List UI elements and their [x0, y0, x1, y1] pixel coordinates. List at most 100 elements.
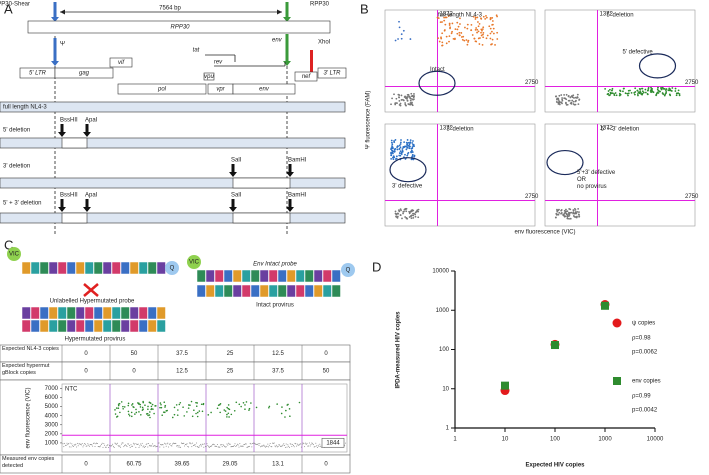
droplet: [179, 401, 182, 404]
callout: [638, 53, 677, 79]
droplet: [399, 104, 402, 107]
droplet: [117, 404, 120, 407]
droplet: [189, 404, 191, 406]
droplet: [482, 26, 485, 29]
droplet: [232, 446, 234, 448]
base: [75, 306, 85, 320]
droplet: [73, 444, 75, 446]
droplet: [129, 446, 131, 448]
droplet: [408, 145, 411, 148]
droplet: [298, 401, 301, 404]
droplet: [283, 443, 285, 445]
droplet: [166, 443, 168, 445]
droplet: [116, 442, 118, 444]
droplet: [402, 99, 405, 102]
base: [250, 284, 260, 298]
droplet: [260, 445, 262, 447]
droplet: [304, 442, 306, 444]
deletion: [61, 137, 88, 149]
droplet: [561, 99, 564, 102]
y-tick-label: 5000: [45, 404, 59, 410]
droplet: [203, 446, 205, 448]
droplet: [127, 404, 130, 407]
droplet: [280, 445, 282, 447]
droplet: [637, 91, 640, 94]
droplet: [145, 444, 147, 446]
droplet: [70, 446, 72, 448]
droplet: [200, 443, 202, 445]
droplet: [458, 31, 461, 34]
droplet: [568, 217, 570, 220]
droplet: [569, 96, 572, 99]
droplet: [563, 94, 566, 96]
droplet: [194, 444, 196, 446]
droplet: [269, 443, 271, 445]
droplet: [472, 15, 475, 18]
droplet: [81, 442, 83, 444]
droplet: [196, 415, 199, 418]
droplet: [615, 94, 618, 97]
droplet: [477, 21, 479, 23]
droplet: [634, 91, 637, 93]
base: [48, 306, 58, 320]
droplet: [83, 444, 85, 446]
droplet: [400, 153, 403, 155]
droplet: [141, 442, 143, 444]
droplet: [576, 96, 579, 99]
gene-box: [317, 67, 347, 79]
droplet: [395, 216, 398, 218]
droplet: [613, 93, 616, 95]
base: [286, 269, 296, 283]
droplet: [411, 146, 414, 148]
droplet: [230, 413, 233, 416]
droplet: [447, 15, 450, 17]
droplet: [300, 443, 302, 445]
droplet: [413, 154, 416, 157]
droplet: [562, 214, 565, 217]
threshold-label: 2750: [685, 194, 699, 200]
droplet: [298, 444, 300, 446]
cell-value: 25: [227, 369, 234, 375]
droplet: [187, 407, 190, 409]
droplet: [565, 103, 568, 106]
gene-label: gag: [79, 71, 90, 77]
droplet: [437, 17, 440, 20]
droplet: [149, 411, 151, 413]
droplet: [285, 443, 287, 445]
droplet: [221, 446, 223, 448]
droplet: [226, 443, 228, 445]
droplet: [607, 90, 610, 92]
droplet: [222, 444, 224, 446]
droplet: [186, 443, 188, 445]
droplet: [312, 443, 314, 445]
cell-value: 29.05: [222, 462, 238, 468]
droplet: [491, 20, 494, 22]
droplet: [558, 94, 561, 97]
droplet: [460, 36, 463, 38]
y-tick-label: 10000: [432, 269, 449, 275]
droplet: [392, 155, 395, 158]
droplet: [88, 445, 90, 447]
droplet: [174, 442, 176, 444]
droplet: [256, 444, 258, 446]
droplet: [670, 90, 673, 92]
arrow-head: [283, 61, 291, 66]
droplet: [272, 442, 274, 444]
droplet: [291, 445, 293, 447]
droplet: [395, 157, 398, 160]
droplet: [556, 209, 559, 212]
droplet: [445, 16, 448, 19]
droplet: [344, 442, 346, 444]
droplet: [411, 104, 414, 107]
droplet: [164, 406, 166, 408]
droplet: [441, 32, 444, 35]
droplet: [148, 442, 150, 444]
droplet: [401, 148, 404, 150]
droplet: [268, 405, 271, 408]
droplet: [200, 403, 203, 406]
gene-box: [117, 83, 207, 95]
droplet: [139, 406, 142, 408]
droplet: [213, 444, 215, 446]
droplet: [473, 37, 476, 40]
droplet: [443, 29, 446, 32]
